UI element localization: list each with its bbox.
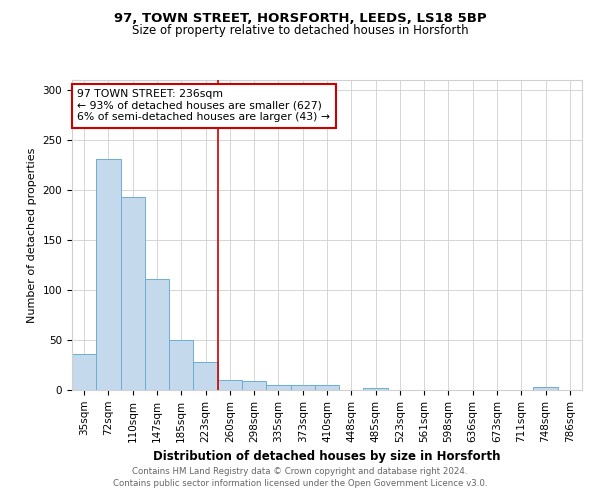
Bar bbox=[121, 197, 145, 390]
Bar bbox=[193, 362, 218, 390]
Text: 97, TOWN STREET, HORSFORTH, LEEDS, LS18 5BP: 97, TOWN STREET, HORSFORTH, LEEDS, LS18 … bbox=[113, 12, 487, 26]
Bar bbox=[96, 159, 121, 390]
Bar bbox=[72, 354, 96, 390]
X-axis label: Distribution of detached houses by size in Horsforth: Distribution of detached houses by size … bbox=[153, 450, 501, 463]
Bar bbox=[242, 381, 266, 390]
Bar bbox=[169, 340, 193, 390]
Bar bbox=[533, 387, 558, 390]
Bar bbox=[145, 279, 169, 390]
Bar bbox=[290, 385, 315, 390]
Bar bbox=[364, 388, 388, 390]
Text: Contains public sector information licensed under the Open Government Licence v3: Contains public sector information licen… bbox=[113, 478, 487, 488]
Text: Size of property relative to detached houses in Horsforth: Size of property relative to detached ho… bbox=[131, 24, 469, 37]
Bar bbox=[266, 385, 290, 390]
Text: 97 TOWN STREET: 236sqm
← 93% of detached houses are smaller (627)
6% of semi-det: 97 TOWN STREET: 236sqm ← 93% of detached… bbox=[77, 90, 330, 122]
Text: Contains HM Land Registry data © Crown copyright and database right 2024.: Contains HM Land Registry data © Crown c… bbox=[132, 467, 468, 476]
Bar bbox=[218, 380, 242, 390]
Bar bbox=[315, 385, 339, 390]
Y-axis label: Number of detached properties: Number of detached properties bbox=[27, 148, 37, 322]
